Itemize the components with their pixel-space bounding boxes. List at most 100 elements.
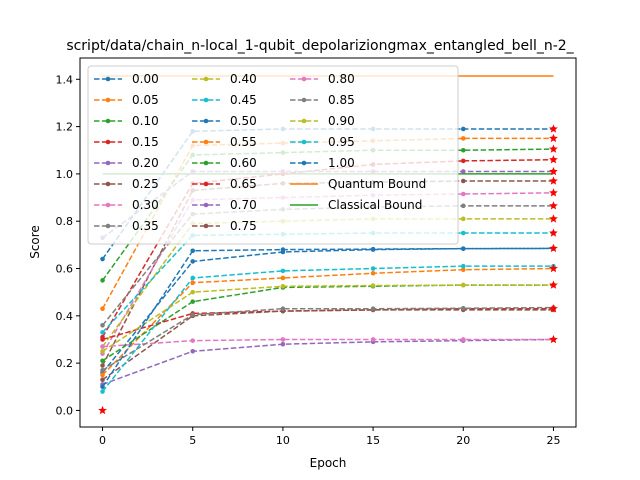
legend-marker	[203, 97, 209, 103]
star-marker	[549, 166, 558, 176]
data-point	[100, 256, 105, 262]
legend-marker	[105, 76, 111, 82]
legend: 0.00 0.05 0.10 0.15 0.20 0.25 0.30 0.35 0.40 0.45…	[87, 65, 459, 245]
data-point	[100, 306, 105, 312]
legend-item: 0.65	[192, 177, 257, 191]
final-markers	[98, 124, 558, 415]
legend-label: 0.40	[230, 72, 257, 86]
x-tick-label: 20	[456, 434, 470, 447]
legend-marker	[203, 181, 209, 187]
star-marker	[549, 155, 558, 164]
star-marker	[549, 124, 558, 133]
series-line	[102, 284, 554, 362]
legend-marker	[105, 181, 111, 187]
legend-marker	[301, 97, 307, 103]
data-point	[100, 367, 105, 373]
legend-item: 0.05	[94, 93, 159, 107]
legend-item: 0.45	[192, 93, 257, 107]
data-point	[460, 178, 466, 184]
legend-label: 0.50	[230, 114, 257, 128]
data-point	[280, 341, 286, 347]
legend-label: 0.45	[230, 93, 257, 107]
star-marker	[549, 334, 558, 344]
legend-item: 0.35	[94, 219, 159, 233]
data-point	[460, 191, 466, 197]
data-point	[100, 363, 105, 368]
data-point	[280, 268, 286, 274]
legend-item: 0.15	[94, 135, 159, 149]
legend-marker	[301, 118, 307, 124]
legend-marker	[203, 118, 209, 124]
legend-item: 0.60	[192, 156, 257, 170]
legend-label: 0.00	[132, 72, 159, 86]
legend-label: 0.80	[328, 72, 355, 86]
legend-label: 0.35	[132, 219, 159, 233]
legend-label: Classical Bound	[328, 198, 422, 212]
data-point	[190, 259, 196, 264]
data-point	[190, 338, 196, 343]
x-axis: 0 5 10 15 20 25	[99, 427, 560, 447]
legend-box	[87, 65, 459, 245]
star-marker	[549, 304, 558, 313]
data-point	[100, 278, 105, 283]
data-point	[460, 158, 466, 164]
data-point	[370, 283, 376, 288]
data-point	[370, 337, 376, 342]
star-marker	[98, 405, 107, 415]
data-point	[460, 267, 466, 273]
legend-label: 0.15	[132, 135, 159, 149]
series-line	[101, 247, 554, 374]
chart-title: script/data/chain_n-local_1-qubit_depola…	[66, 38, 574, 54]
legend-label: 0.75	[230, 219, 257, 233]
legend-item: 0.95	[290, 135, 355, 149]
legend-marker	[203, 160, 209, 166]
series-0.85	[100, 305, 556, 373]
legend-item: 0.20	[94, 156, 159, 170]
star-marker	[549, 133, 558, 143]
data-point	[100, 322, 105, 328]
legend-marker	[105, 223, 111, 229]
data-point	[460, 246, 466, 251]
data-point	[280, 306, 286, 312]
data-point	[100, 337, 105, 342]
star-marker	[549, 263, 558, 273]
legend-label: 0.85	[328, 93, 355, 107]
data-point	[460, 282, 466, 288]
x-tick-label: 15	[366, 434, 380, 447]
star-marker	[549, 214, 558, 223]
data-point	[460, 147, 466, 153]
y-axis: 0.0 0.2 0.4 0.6 0.8 1.0 1.2 1.4	[56, 73, 80, 417]
legend-marker	[301, 139, 307, 145]
data-point	[280, 283, 286, 289]
legend-item: 0.70	[192, 198, 257, 212]
legend-item: 0.90	[290, 114, 355, 128]
y-tick-label: 1.4	[56, 73, 74, 86]
series-line	[102, 284, 554, 352]
series-line	[102, 338, 554, 386]
legend-marker	[105, 202, 111, 208]
legend-label: 0.60	[230, 156, 257, 170]
series-line	[102, 338, 554, 348]
legend-label: 1.00	[328, 156, 355, 170]
y-tick-label: 0.2	[56, 357, 74, 370]
data-point	[460, 230, 466, 236]
legend-marker	[105, 139, 111, 145]
data-point	[100, 358, 105, 364]
data-point	[460, 305, 466, 311]
data-point	[190, 299, 196, 304]
legend-item: 0.55	[192, 135, 257, 149]
legend-label: 0.95	[328, 135, 355, 149]
y-tick-label: 1.0	[56, 168, 74, 181]
data-point	[280, 275, 286, 281]
series-line	[101, 265, 554, 392]
star-marker	[549, 201, 558, 210]
legend-marker	[203, 202, 209, 208]
legend-item: 0.40	[192, 72, 257, 86]
legend-item: Classical Bound	[290, 198, 422, 212]
data-point	[460, 216, 466, 222]
legend-label: 0.20	[132, 156, 159, 170]
legend-marker	[105, 160, 111, 166]
data-point	[460, 169, 466, 174]
legend-item: 1.00	[290, 156, 355, 170]
legend-item: Quantum Bound	[290, 177, 426, 191]
